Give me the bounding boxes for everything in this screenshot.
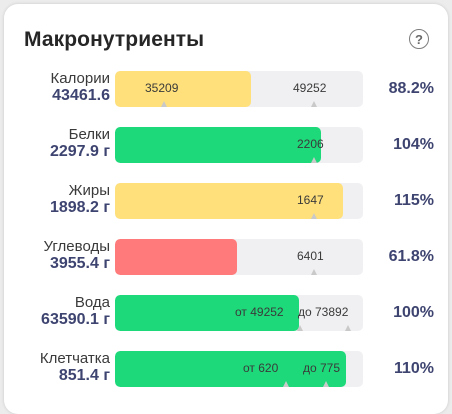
nutrient-row-fat: Жиры 1898.2 г 1647 115% <box>4 182 448 222</box>
nutrient-label: Калории 43461.6 <box>51 70 110 105</box>
nutrient-percent: 115% <box>393 192 434 209</box>
nutrient-row-calories: Калории 43461.6 35209 49252 88.2% <box>4 70 448 110</box>
nutrient-name: Клетчатка <box>39 350 110 367</box>
progress-track: 2206 <box>115 127 363 163</box>
nutrient-value: 851.4 г <box>58 367 110 384</box>
nutrient-percent: 61.8% <box>388 248 434 265</box>
target-marker-label: 1647 <box>297 193 324 207</box>
nutrient-label: Белки 2297.9 г <box>50 126 110 161</box>
max-marker <box>323 381 329 387</box>
nutrient-row-protein: Белки 2297.9 г 2206 104% <box>4 126 448 166</box>
min-marker <box>297 325 303 331</box>
max-marker <box>345 325 351 331</box>
progress-fill <box>115 71 252 107</box>
nutrient-row-carbs: Углеводы 3955.4 г 6401 61.8% <box>4 238 448 278</box>
nutrient-value: 3955.4 г <box>49 255 110 272</box>
progress-track: от 620 до 775 <box>115 351 363 387</box>
max-marker-label: 49252 <box>293 81 327 95</box>
nutrient-name: Жиры <box>68 182 110 199</box>
nutrient-row-water: Вода 63590.1 г от 49252 до 73892 100% <box>4 294 448 334</box>
nutrient-value: 2297.9 г <box>49 143 110 160</box>
progress-fill <box>115 351 346 387</box>
nutrient-label: Углеводы 3955.4 г <box>44 238 110 273</box>
nutrient-percent: 104% <box>393 136 434 153</box>
card-title: Макронутриенты <box>24 28 205 51</box>
min-marker-label: от 620 <box>243 361 279 375</box>
progress-fill <box>115 127 321 163</box>
progress-track: 6401 <box>115 239 363 275</box>
nutrient-label: Вода 63590.1 г <box>41 294 110 329</box>
target-marker-label: 2206 <box>297 137 324 151</box>
help-icon[interactable]: ? <box>409 29 429 49</box>
min-marker-label: от 49252 <box>235 305 284 319</box>
progress-fill <box>115 183 344 219</box>
min-marker-label: 35209 <box>145 81 179 95</box>
nutrient-percent: 110% <box>393 360 434 377</box>
nutrient-value: 43461.6 <box>52 87 110 104</box>
target-marker <box>311 213 317 219</box>
nutrient-percent: 88.2% <box>388 80 434 97</box>
progress-track: от 49252 до 73892 <box>115 295 363 331</box>
nutrient-name: Углеводы <box>43 238 110 255</box>
nutrient-name: Калории <box>50 70 110 87</box>
max-marker-label: до 775 <box>303 361 341 375</box>
progress-track: 1647 <box>115 183 363 219</box>
target-marker <box>311 269 317 275</box>
nutrient-value: 63590.1 г <box>41 311 110 328</box>
nutrient-name: Белки <box>68 126 110 143</box>
nutrient-label: Клетчатка 851.4 г <box>40 350 110 385</box>
nutrient-row-fiber: Клетчатка 851.4 г от 620 до 775 110% <box>4 350 448 390</box>
target-marker <box>311 157 317 163</box>
target-marker-label: 6401 <box>297 249 324 263</box>
nutrient-label: Жиры 1898.2 г <box>50 182 110 217</box>
progress-track: 35209 49252 <box>115 71 363 107</box>
nutrient-percent: 100% <box>393 304 434 321</box>
progress-fill <box>115 239 237 275</box>
max-marker-label: до 73892 <box>298 305 349 319</box>
progress-fill <box>115 295 299 331</box>
nutrient-name: Вода <box>74 294 110 311</box>
min-marker <box>161 101 167 107</box>
macronutrients-card: Макронутриенты ? Калории 43461.6 35209 4… <box>4 4 448 414</box>
min-marker <box>283 381 289 387</box>
max-marker <box>311 101 317 107</box>
nutrient-value: 1898.2 г <box>49 199 110 216</box>
